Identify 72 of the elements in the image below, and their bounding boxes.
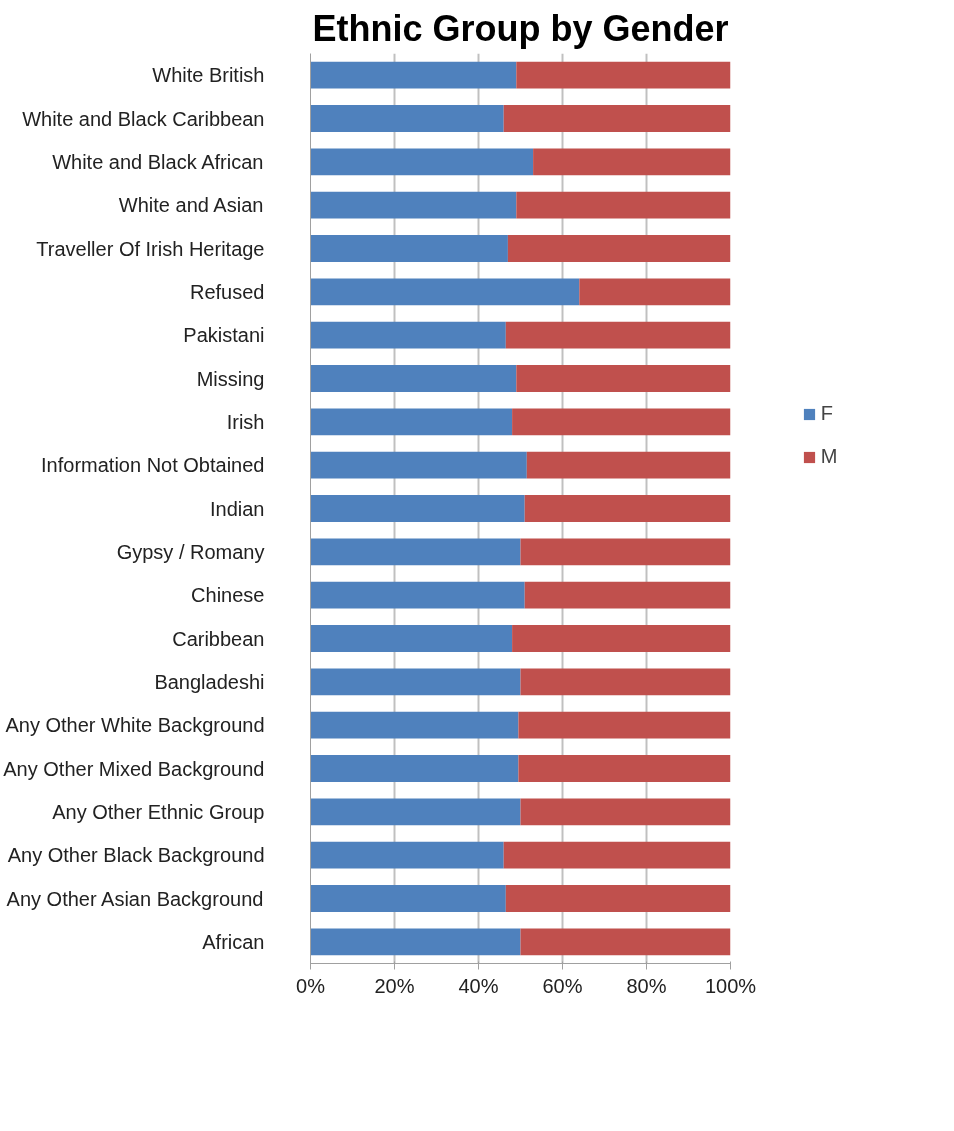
bar	[310, 711, 519, 739]
bar	[518, 711, 731, 739]
y-tick-label: White British	[152, 64, 265, 87]
bar	[310, 495, 525, 522]
bar	[579, 278, 731, 306]
y-tick-label: Any Other Black Background	[7, 844, 265, 867]
bar	[533, 148, 731, 176]
bar	[524, 581, 731, 609]
bar	[505, 885, 731, 912]
bar	[310, 928, 521, 956]
x-tick-label: 80%	[626, 974, 667, 997]
bar	[310, 885, 506, 912]
bar	[310, 841, 504, 869]
bar	[520, 928, 731, 956]
bar	[310, 408, 513, 436]
bar	[505, 321, 731, 349]
bar	[520, 538, 731, 566]
legend-label: F	[820, 402, 834, 425]
x-tick-label: 40%	[458, 974, 499, 997]
x-tick-label: 0%	[296, 974, 326, 997]
bar	[507, 235, 731, 262]
y-tick-label: Chinese	[191, 584, 265, 607]
y-tick-label: Indian	[210, 497, 265, 520]
bar	[516, 191, 731, 219]
y-tick-label: Refused	[190, 280, 265, 303]
y-tick-label: Any Other White Background	[5, 714, 265, 737]
bar	[512, 625, 731, 652]
bar	[520, 798, 731, 826]
y-tick-label: Irish	[226, 410, 265, 433]
bar	[310, 451, 527, 479]
y-tick-label: Traveller Of Irish Heritage	[36, 237, 265, 260]
y-tick-label: Any Other Asian Background	[6, 887, 264, 910]
bar	[310, 148, 534, 176]
y-tick-label: Any Other Mixed Background	[3, 757, 265, 780]
bar	[518, 755, 731, 782]
y-tick-label: African	[202, 930, 265, 953]
bar	[310, 668, 521, 696]
bar	[512, 408, 731, 436]
bar	[526, 451, 731, 479]
bar	[503, 105, 731, 132]
y-tick-label: Caribbean	[172, 627, 265, 650]
bar	[310, 235, 508, 262]
legend-label: M	[820, 445, 839, 468]
bar	[310, 321, 506, 349]
bar	[310, 61, 517, 89]
y-tick-label: Gypsy / Romany	[116, 540, 265, 563]
y-tick-label: Any Other Ethnic Group	[52, 800, 265, 823]
bar	[310, 538, 521, 566]
bar	[310, 365, 517, 392]
bar	[310, 191, 517, 219]
bar	[310, 625, 513, 652]
x-tick-label: 100%	[704, 974, 757, 997]
chart-title: Ethnic Group by Gender	[312, 7, 729, 49]
y-tick-label: White and Asian	[118, 194, 264, 217]
bar	[503, 841, 731, 869]
bar	[516, 61, 731, 89]
bar	[310, 581, 525, 609]
bar	[310, 278, 580, 306]
bar	[310, 105, 504, 132]
bar	[310, 755, 519, 782]
y-tick-label: White and Black African	[52, 150, 264, 173]
bar	[524, 495, 731, 522]
y-tick-label: Missing	[196, 367, 265, 390]
bar	[516, 365, 731, 392]
y-tick-label: Pakistani	[183, 324, 265, 347]
y-tick-label: White and Black Caribbean	[22, 107, 265, 130]
x-tick-label: 60%	[542, 974, 583, 997]
bar	[310, 798, 521, 826]
y-tick-label: Information Not Obtained	[41, 454, 265, 477]
y-tick-label: Bangladeshi	[154, 670, 265, 693]
bar	[520, 668, 731, 696]
x-tick-label: 20%	[374, 974, 415, 997]
